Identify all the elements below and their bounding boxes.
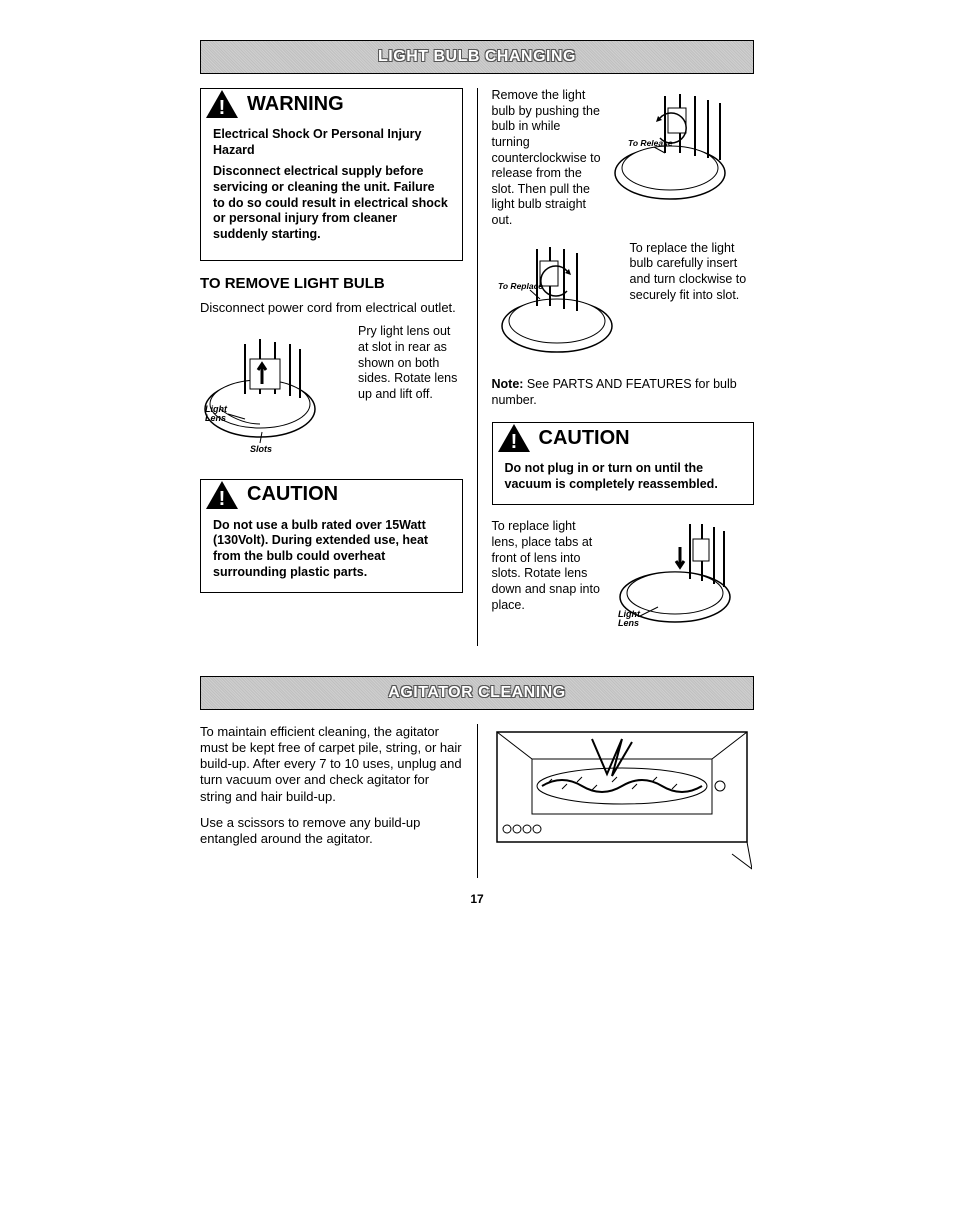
warning-triangle-icon: !	[205, 89, 239, 119]
svg-text:!: !	[510, 431, 517, 453]
agitator-figure	[492, 724, 752, 874]
svg-text:To Release: To Release	[628, 138, 673, 148]
warning-instruction: Disconnect electrical supply before serv…	[213, 164, 450, 242]
caution2-title: CAUTION	[539, 426, 630, 451]
replace-lens-row: To replace light lens, place tabs at fro…	[492, 519, 755, 633]
replace-lens-text: To replace light lens, place tabs at fro…	[492, 519, 602, 613]
release-bulb-text: Remove the light bulb by pushing the bul…	[492, 88, 602, 229]
svg-text:To Replace: To Replace	[498, 281, 543, 291]
disconnect-text: Disconnect power cord from electrical ou…	[200, 300, 463, 316]
replace-bulb-figure: To Replace	[492, 241, 622, 365]
left-column: ! WARNING Electrical Shock Or Personal I…	[200, 88, 463, 646]
column-divider	[477, 88, 478, 646]
parts-note: Note: See PARTS AND FEATURES for bulb nu…	[492, 377, 755, 408]
svg-text:Slots: Slots	[250, 444, 272, 454]
section-header-light-bulb: LIGHT BULB CHANGING	[200, 40, 754, 74]
note-body: See PARTS AND FEATURES for bulb number.	[492, 377, 737, 407]
remove-bulb-heading: TO REMOVE LIGHT BULB	[200, 275, 463, 294]
right-column: Remove the light bulb by pushing the bul…	[492, 88, 755, 646]
agitator-columns: To maintain efficient cleaning, the agit…	[200, 724, 754, 878]
caution-box-1: ! CAUTION Do not use a bulb rated over 1…	[200, 479, 463, 594]
agitator-p1: To maintain efficient cleaning, the agit…	[200, 724, 463, 805]
note-prefix: Note:	[492, 377, 524, 391]
agitator-divider	[477, 724, 478, 878]
replace-lens-figure: Light Lens	[610, 519, 740, 633]
warning-hazard-line: Electrical Shock Or Personal Injury Haza…	[213, 127, 450, 158]
caution1-body: Do not use a bulb rated over 15Watt (130…	[213, 518, 450, 581]
caution2-body: Do not plug in or turn on until the vacu…	[505, 461, 742, 492]
release-bulb-row: Remove the light bulb by pushing the bul…	[492, 88, 755, 229]
agitator-p2: Use a scissors to remove any build-up en…	[200, 815, 463, 848]
section-header-agitator: AGITATOR CLEANING	[200, 676, 754, 710]
svg-text:!: !	[219, 488, 226, 510]
pry-lens-figure: Light Lens Slots	[200, 324, 350, 458]
svg-text:Lens: Lens	[205, 413, 226, 423]
caution1-title: CAUTION	[247, 482, 338, 507]
manual-page: LIGHT BULB CHANGING ! WARNING Electrical…	[200, 40, 754, 907]
agitator-left: To maintain efficient cleaning, the agit…	[200, 724, 463, 878]
svg-text:Lens: Lens	[618, 618, 639, 628]
pry-lens-text: Pry light lens out at slot in rear as sh…	[358, 324, 463, 402]
agitator-right	[492, 724, 755, 878]
caution-triangle-icon-2: !	[497, 423, 531, 453]
caution-box-2: ! CAUTION Do not plug in or turn on unti…	[492, 422, 755, 505]
replace-bulb-text: To replace the light bulb carefully inse…	[630, 241, 755, 304]
replace-bulb-row: To Replace To replace the light bulb car…	[492, 241, 755, 365]
release-bulb-figure: To Release	[610, 88, 740, 212]
svg-text:!: !	[219, 97, 226, 119]
page-number: 17	[200, 892, 754, 907]
warning-box: ! WARNING Electrical Shock Or Personal I…	[200, 88, 463, 261]
light-bulb-columns: ! WARNING Electrical Shock Or Personal I…	[200, 88, 754, 646]
warning-title: WARNING	[247, 92, 344, 117]
caution-triangle-icon: !	[205, 480, 239, 510]
pry-lens-figure-row: Light Lens Slots Pry light lens out at s…	[200, 324, 463, 458]
